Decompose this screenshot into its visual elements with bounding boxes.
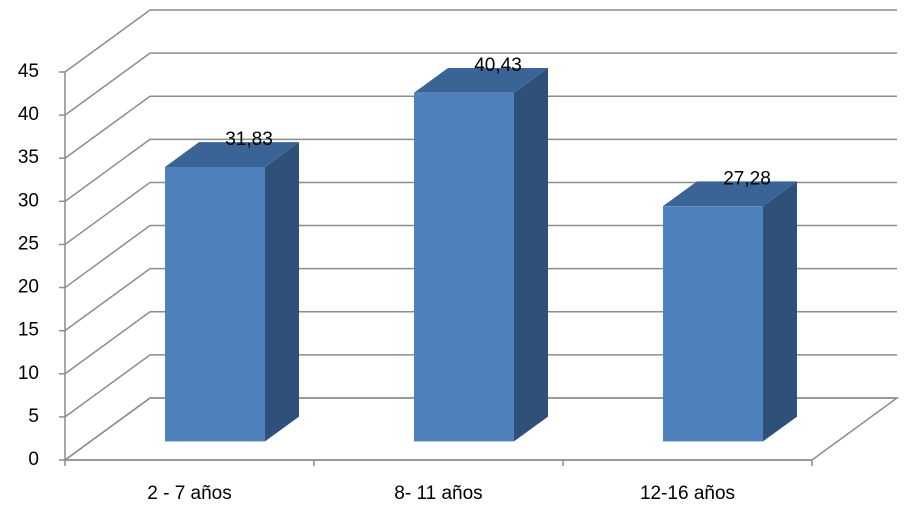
y-tick-label: 30	[18, 190, 39, 211]
y-tick-label: 35	[18, 147, 39, 168]
bar-top	[414, 68, 548, 93]
bar-side	[514, 68, 548, 442]
y-tick-label: 0	[28, 449, 39, 470]
data-label: 40,43	[474, 55, 522, 76]
bar	[663, 206, 763, 442]
grid-line	[64, 354, 897, 418]
grid-line	[64, 397, 897, 461]
y-tick-label: 10	[18, 363, 39, 384]
y-tick-label: 45	[18, 61, 39, 82]
data-label: 31,83	[225, 129, 273, 150]
bar-side	[265, 142, 299, 442]
y-tick-label: 40	[18, 104, 39, 125]
grid-line	[64, 52, 897, 116]
y-tick-label: 5	[28, 406, 39, 427]
grid-line	[64, 181, 897, 246]
x-tick-label: 8- 11 años	[394, 483, 482, 504]
bar	[414, 92, 514, 442]
bar	[165, 166, 265, 442]
bar-side	[763, 181, 797, 442]
y-tick-label: 25	[18, 233, 39, 254]
grid-line	[64, 138, 897, 202]
grid-line	[64, 267, 897, 332]
y-tick-label: 20	[18, 277, 39, 298]
grid-line	[64, 311, 897, 375]
x-tick-label: 2 - 7 años	[147, 483, 232, 504]
data-label: 27,28	[723, 168, 771, 189]
bar-top	[165, 142, 299, 167]
grid-line	[64, 9, 897, 73]
grid-line	[64, 224, 897, 289]
x-tick-label: 12-16 años	[640, 483, 735, 504]
grid-line	[64, 95, 897, 159]
y-tick-label: 15	[18, 320, 39, 341]
bar-top	[663, 181, 797, 207]
